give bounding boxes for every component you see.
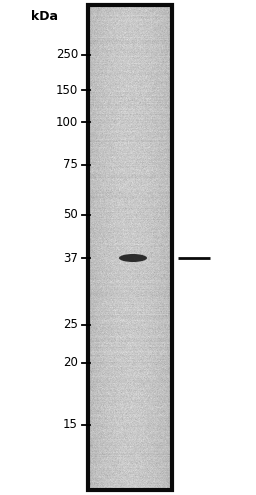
Text: 50: 50 [63,208,78,221]
Text: 15: 15 [63,418,78,432]
Text: 150: 150 [56,84,78,97]
Text: 20: 20 [63,356,78,369]
Text: kDa: kDa [31,10,59,23]
Bar [88,5,172,490]
Ellipse shape [119,254,147,262]
Text: 250: 250 [56,49,78,61]
Text: 25: 25 [63,318,78,332]
Text: 75: 75 [63,158,78,171]
Text: 37: 37 [63,251,78,264]
Text: 100: 100 [56,115,78,129]
